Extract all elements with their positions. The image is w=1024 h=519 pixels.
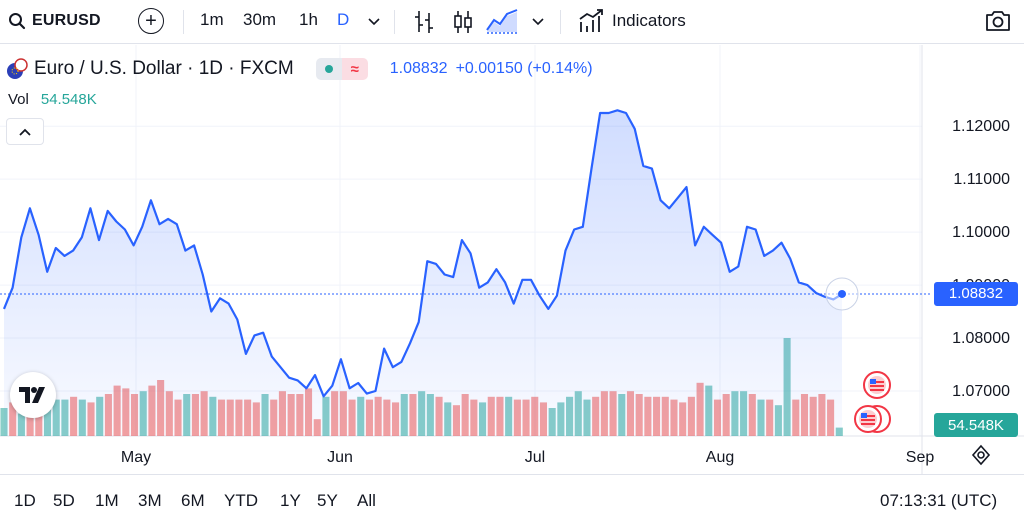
range-1m[interactable]: 1M: [95, 491, 119, 510]
utc-clock[interactable]: 07:13:31 (UTC): [880, 491, 998, 510]
wave-icon: ≈: [341, 58, 368, 80]
plus-icon: +: [145, 10, 157, 32]
tv-logo-icon: [19, 387, 45, 403]
bars-chart-icon[interactable]: [412, 8, 436, 36]
instrument-title: Euro / U.S. Dollar · 1D · FXCM: [34, 58, 294, 79]
time-tick-label: Jul: [525, 449, 545, 466]
camera-icon[interactable]: [984, 8, 1012, 34]
candles-chart-icon[interactable]: [451, 8, 475, 36]
tradingview-logo[interactable]: [10, 372, 56, 418]
chevron-up-icon: [19, 128, 31, 136]
range-3m[interactable]: 3M: [138, 491, 162, 510]
chevron-down-icon[interactable]: [530, 14, 546, 30]
axis-settings-icon[interactable]: [970, 444, 992, 466]
range-all[interactable]: All: [357, 491, 376, 510]
range-bar: 1D 5D 1M 3M 6M YTD 1Y 5Y All 07:13:31 (U…: [0, 474, 1024, 519]
symbol-search-button[interactable]: EURUSD: [8, 8, 101, 34]
volume-label: Vol: [8, 91, 29, 108]
separator: [560, 10, 561, 34]
volume-legend: Vol 54.548K: [8, 91, 97, 108]
price-chart[interactable]: 1.120001.110001.100001.090001.080001.070…: [0, 45, 1024, 475]
time-tick-label: May: [121, 449, 151, 466]
price-area: [4, 110, 842, 437]
price-tick-label: 1.12000: [952, 118, 1010, 135]
event-flag-single[interactable]: [863, 371, 891, 399]
price-axis-labels: 1.120001.110001.100001.090001.080001.070…: [952, 118, 1010, 400]
market-status-pill[interactable]: ≈: [315, 58, 368, 80]
separator: [394, 10, 395, 34]
symbol-label: EURUSD: [32, 12, 101, 29]
indicators-label: Indicators: [612, 11, 686, 30]
interval-30m[interactable]: 30m: [243, 10, 277, 29]
time-axis-labels: May Jun Jul Aug Sep: [121, 449, 934, 466]
legend-price: 1.08832: [389, 60, 448, 77]
interval-1m[interactable]: 1m: [200, 10, 224, 29]
time-tick-label: Sep: [906, 449, 935, 466]
range-6m[interactable]: 6M: [181, 491, 205, 510]
price-line: [2, 109, 843, 398]
top-toolbar: EURUSD + 1m 30m 1h D Indicators: [0, 0, 1024, 44]
price-tick-label: 1.07000: [952, 383, 1010, 400]
range-1d[interactable]: 1D: [14, 491, 36, 510]
range-ytd[interactable]: YTD: [224, 491, 258, 510]
range-5y[interactable]: 5Y: [317, 491, 338, 510]
interval-1h[interactable]: 1h: [299, 10, 318, 29]
price-tick-label: 1.11000: [953, 171, 1010, 188]
collapse-legend-button[interactable]: [6, 118, 44, 145]
volume-value: 54.548K: [40, 91, 97, 108]
interval-d[interactable]: D: [337, 10, 350, 29]
volume-badge: 54.548K: [934, 413, 1018, 437]
area-chart-icon[interactable]: [485, 8, 519, 36]
currency-pair-flag-icon: [7, 58, 28, 79]
indicators-button[interactable]: Indicators: [578, 8, 686, 34]
last-price-badge: 1.08832: [934, 281, 1018, 306]
price-tick-label: 1.10000: [952, 224, 1010, 241]
indicators-icon: [579, 9, 603, 32]
separator: [183, 10, 184, 34]
last-point-dot: [838, 289, 846, 298]
chevron-down-icon[interactable]: [366, 14, 382, 30]
legend-change: +0.00150 (+0.14%): [455, 60, 593, 77]
compare-add-button[interactable]: +: [138, 8, 164, 34]
range-5d[interactable]: 5D: [53, 491, 75, 510]
market-open-dot-icon: [315, 58, 342, 80]
chart-legend: Euro / U.S. Dollar · 1D · FXCM ≈ 1.08832…: [6, 58, 593, 80]
time-tick-label: Jun: [327, 449, 353, 466]
event-flag-group[interactable]: [854, 405, 891, 433]
search-icon: [9, 13, 26, 30]
range-1y[interactable]: 1Y: [280, 491, 301, 510]
time-tick-label: Aug: [706, 449, 734, 466]
price-tick-label: 1.08000: [952, 330, 1010, 347]
